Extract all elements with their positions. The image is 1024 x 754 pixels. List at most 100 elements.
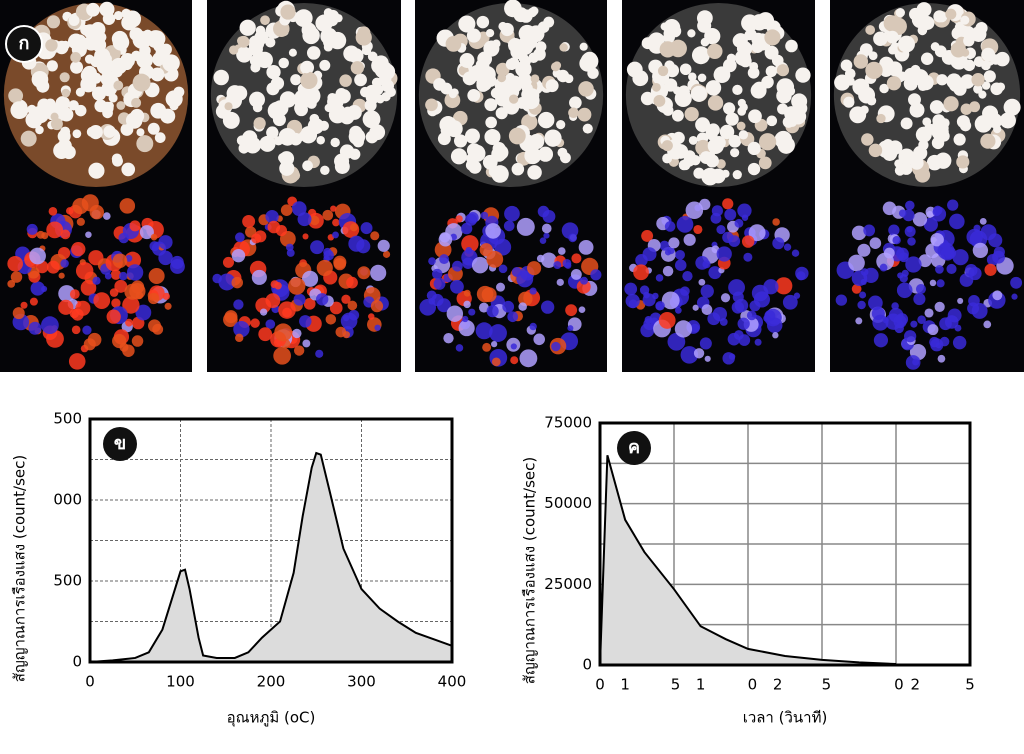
glow [357,266,371,280]
glow [368,313,375,320]
grain [785,39,798,53]
glow [486,250,504,268]
grain [468,144,486,163]
glow [436,298,451,313]
glow [905,256,922,273]
glow [782,294,798,310]
grain [266,126,279,139]
grain [961,48,970,57]
glow [624,282,638,296]
glow [75,300,91,316]
grain [750,82,767,99]
grain [834,74,851,91]
glow [751,284,769,302]
grain [858,86,876,104]
glow [954,324,962,332]
grain [552,61,562,70]
glow [288,277,306,295]
grain [88,125,103,140]
glow [75,262,94,280]
grain [437,132,451,146]
grain [495,107,508,120]
grain [933,10,946,23]
glow [68,353,86,370]
grain [468,160,482,174]
glow [251,269,267,285]
glow [693,348,705,359]
grain [653,95,666,107]
grain [764,45,779,60]
grain [493,144,509,161]
glow [265,293,281,309]
glow [370,300,384,313]
grain [83,24,98,39]
glow [28,321,42,335]
glow [533,333,545,346]
grain [373,55,389,71]
glow [293,345,305,356]
badge [103,427,137,461]
grain [688,135,698,145]
grain [289,132,303,146]
x-axis-label: เวลา (วินาที) [743,709,828,727]
grain [365,90,380,105]
glow [496,282,506,292]
grain [86,2,100,17]
glow [972,242,989,259]
glow [992,290,1003,301]
grain [971,73,985,87]
glow [291,201,307,217]
grain [749,62,759,71]
glow [702,260,711,269]
glow [122,296,140,314]
glow [722,198,734,210]
glow [370,264,387,281]
grain [527,7,537,18]
grain [935,152,952,169]
grain [46,15,61,29]
glow [66,207,74,215]
x-tick-label: 0 [894,676,904,694]
glow [912,212,928,227]
glow [848,254,865,272]
grain [960,103,972,115]
glow [939,317,952,331]
grain [918,139,929,151]
glow [764,310,776,322]
grain [889,17,907,36]
glow [129,283,146,300]
grain [229,45,239,55]
grain [556,69,570,83]
glow [556,278,564,287]
glow [692,304,699,311]
grain [53,142,70,159]
grain [579,42,588,51]
grain [920,52,934,65]
grain [60,126,71,137]
grain [482,154,498,170]
grain [674,89,692,107]
grain [132,30,151,49]
glow [680,346,699,364]
glow [934,301,945,313]
y-tick-label: 75000 [544,414,592,432]
glow [518,302,527,311]
grain [725,112,739,126]
x-tick-label: 5 [965,676,975,694]
glow [898,209,907,218]
grain [59,107,74,122]
grain [509,94,519,104]
glow [655,300,665,311]
grain [782,116,795,128]
grain [507,38,523,53]
grain [632,70,649,87]
grain [459,53,475,68]
glow [20,301,28,309]
glow [119,198,136,214]
grain [294,89,311,106]
glow [428,257,436,265]
grain [936,74,948,86]
glow [7,255,23,272]
glow [947,199,959,211]
glow [519,349,538,368]
